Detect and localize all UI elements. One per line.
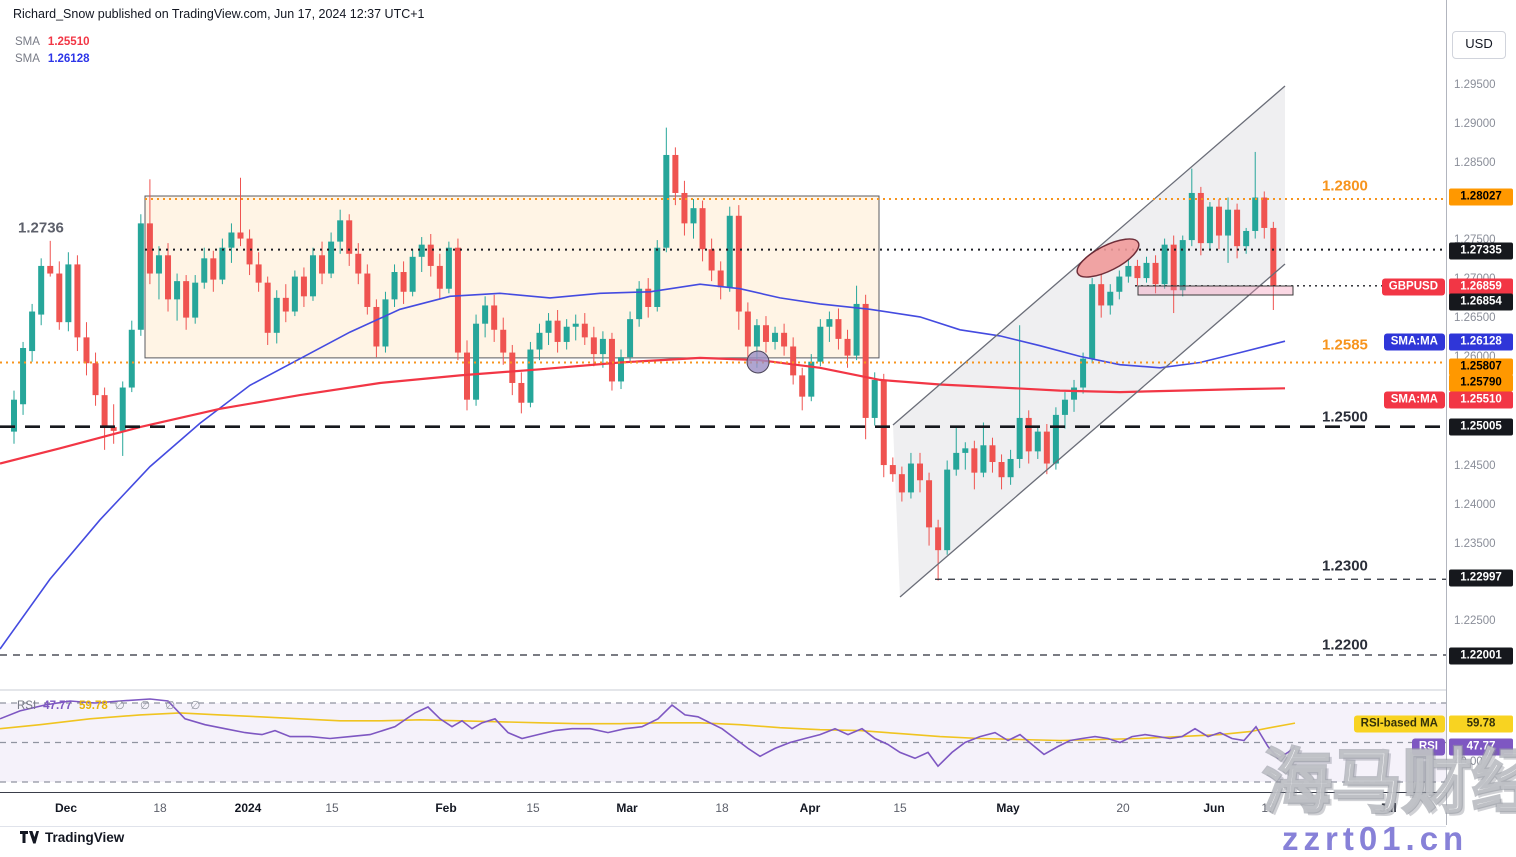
time-label-2024: 2024 bbox=[234, 801, 262, 815]
axis-tag-RSI-based MA[interactable]: RSI-based MA bbox=[1353, 715, 1445, 733]
rsi-value: 47.77 bbox=[43, 700, 72, 712]
axis-tick-1.29500: 1.29500 bbox=[1454, 79, 1496, 91]
price-level-label-1.2736: 1.2736 bbox=[18, 219, 64, 237]
rsi-ma-value: 59.78 bbox=[78, 700, 108, 712]
time-label-Feb: Feb bbox=[435, 801, 457, 815]
axis-tick-1.29000: 1.29000 bbox=[1454, 118, 1496, 130]
time-label-Jun: Jun bbox=[1203, 801, 1225, 815]
axis-tick-1.28500: 1.28500 bbox=[1454, 157, 1496, 169]
ascending-channel-fill bbox=[893, 86, 1285, 597]
rsi-empty-values: ∅ ∅ ∅ ∅ bbox=[114, 700, 207, 712]
price-axis[interactable]: USD 1.295001.290001.285001.275001.270001… bbox=[1446, 0, 1516, 825]
price-level-label-1.2800: 1.2800 bbox=[1322, 177, 1368, 195]
price-level-label-1.2500: 1.2500 bbox=[1322, 408, 1368, 426]
axis-badge-1.25807[interactable]: 1.25807 bbox=[1449, 358, 1513, 376]
time-label-15: 15 bbox=[325, 801, 339, 815]
axis-tick-1.24000: 1.24000 bbox=[1454, 499, 1496, 511]
axis-tick-1.24500: 1.24500 bbox=[1454, 460, 1496, 472]
currency-toggle-button[interactable]: USD bbox=[1452, 31, 1506, 59]
axis-badge-1.26854[interactable]: 1.26854 bbox=[1449, 293, 1513, 311]
publish-byline: Richard_Snow published on TradingView.co… bbox=[13, 7, 425, 21]
sma-50-value: 1.26128 bbox=[47, 53, 90, 65]
time-label-18: 18 bbox=[153, 801, 167, 815]
time-axis[interactable]: Dec 18 2024 15 Feb 15 Mar 18 Apr 15 May 20 Jun 17 Jul bbox=[0, 792, 1446, 827]
axis-tick-1.26500: 1.26500 bbox=[1454, 312, 1496, 324]
time-label-15: 15 bbox=[526, 801, 540, 815]
time-label-Jul: Jul bbox=[1379, 801, 1397, 815]
time-label-Mar: Mar bbox=[616, 801, 638, 815]
sma-50-label: SMA bbox=[15, 53, 40, 65]
rsi-line bbox=[0, 698, 1296, 768]
axis-badge-1.26128[interactable]: 1.26128 bbox=[1449, 333, 1513, 351]
tradingview-logo-icon bbox=[20, 831, 39, 844]
sma-200-legend-row: SMA 1.25510 bbox=[15, 34, 90, 51]
rsi-label: RSI bbox=[17, 700, 37, 712]
axis-badge-1.25005[interactable]: 1.25005 bbox=[1449, 418, 1513, 436]
sma-50-legend-row: SMA 1.26128 bbox=[15, 51, 90, 68]
tradingview-logo-text[interactable]: TradingView bbox=[45, 830, 125, 845]
axis-badge-59.78[interactable]: 59.78 bbox=[1449, 715, 1513, 733]
axis-badge-1.25510[interactable]: 1.25510 bbox=[1449, 391, 1513, 409]
channel-lower-line bbox=[899, 263, 1286, 598]
time-label-20: 20 bbox=[1116, 801, 1130, 815]
chart-canvas[interactable] bbox=[0, 0, 1446, 792]
axis-badge-1.22001[interactable]: 1.22001 bbox=[1449, 647, 1513, 665]
time-label-15: 15 bbox=[893, 801, 907, 815]
axis-tick-40.00: 40.00 bbox=[1454, 756, 1483, 768]
time-label-18: 18 bbox=[715, 801, 729, 815]
price-level-label-1.2585: 1.2585 bbox=[1322, 336, 1368, 354]
axis-badge-47.77[interactable]: 47.77 bbox=[1449, 738, 1513, 756]
axis-badge-1.26859[interactable]: 1.26859 bbox=[1449, 278, 1513, 296]
axis-tick-1.22500: 1.22500 bbox=[1454, 615, 1496, 627]
sma-50-line bbox=[0, 283, 1286, 650]
footer: TradingView bbox=[20, 830, 124, 845]
price-level-label-1.2200: 1.2200 bbox=[1322, 636, 1368, 654]
time-label-May: May bbox=[996, 801, 1020, 815]
sma-200-line bbox=[0, 356, 1286, 465]
time-label-17: 17 bbox=[1261, 801, 1275, 815]
support-zone-box bbox=[1137, 285, 1294, 296]
rsi-ma-line bbox=[0, 712, 1296, 742]
time-label-Dec: Dec bbox=[54, 801, 78, 815]
axis-tag-SMA:MA[interactable]: SMA:MA bbox=[1383, 333, 1445, 351]
indicator-legend[interactable]: SMA 1.25510 SMA 1.26128 bbox=[15, 34, 90, 68]
rsi-legend[interactable]: RSI 47.77 59.78 ∅ ∅ ∅ ∅ bbox=[17, 698, 206, 712]
price-level-label-1.2300: 1.2300 bbox=[1322, 557, 1368, 575]
sma-200-label: SMA bbox=[15, 36, 40, 48]
axis-badge-1.27335[interactable]: 1.27335 bbox=[1449, 242, 1513, 260]
axis-tag-GBPUSD[interactable]: GBPUSD bbox=[1381, 278, 1445, 296]
sma-200-value: 1.25510 bbox=[47, 36, 90, 48]
candlestick-series[interactable] bbox=[11, 127, 1277, 581]
axis-badge-1.25790[interactable]: 1.25790 bbox=[1449, 374, 1513, 392]
axis-tag-SMA:MA[interactable]: SMA:MA bbox=[1383, 391, 1445, 409]
axis-badge-1.22997[interactable]: 1.22997 bbox=[1449, 569, 1513, 587]
axis-tag-RSI[interactable]: RSI bbox=[1411, 738, 1445, 756]
axis-tick-1.23500: 1.23500 bbox=[1454, 538, 1496, 550]
highlight-ellipse bbox=[1076, 238, 1140, 278]
sma-touch-marker-circle bbox=[746, 350, 770, 374]
axis-badge-1.28027[interactable]: 1.28027 bbox=[1449, 188, 1513, 206]
time-label-Apr: Apr bbox=[799, 801, 821, 815]
